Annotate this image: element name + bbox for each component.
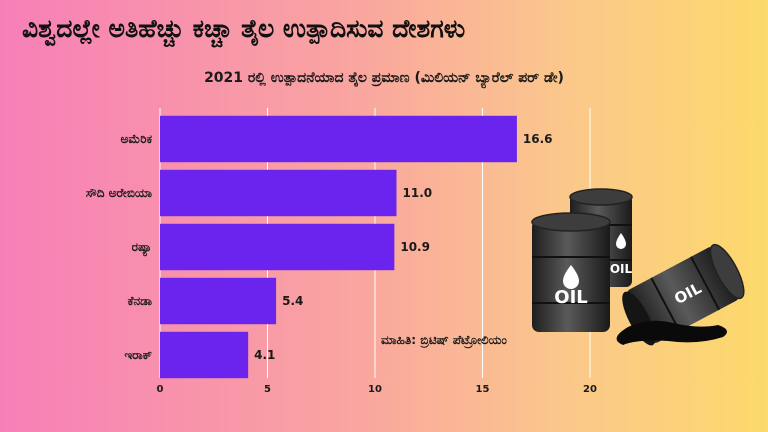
x-tick-label: 15 bbox=[476, 384, 490, 395]
category-label: ಅಮೆರಿಕ bbox=[120, 132, 152, 146]
chart-title: ವಿಶ್ವದಲ್ಲೇ ಅತಿಹೆಚ್ಚು ಕಚ್ಚಾ ತೈಲ ಉತ್ಪಾದಿಸು… bbox=[22, 14, 466, 43]
bar bbox=[160, 115, 517, 163]
x-tick-label: 0 bbox=[157, 384, 164, 395]
value-label: 10.9 bbox=[400, 240, 430, 254]
chart-subtitle: 2021 ರಲ್ಲಿ ಉತ್ಪಾದನೆಯಾದ ತೈಲ ಪ್ರಮಾಣ (ಮಿಲಿಯ… bbox=[204, 70, 564, 86]
bar bbox=[160, 223, 395, 271]
source-note: ಮಾಹಿತಿ: ಬ್ರಿಟಿಷ್ ಪೆಟ್ರೋಲಿಯಂ bbox=[381, 333, 507, 347]
category-label: ಇರಾಕ್ bbox=[124, 348, 152, 362]
labels: 0 5 10 15 20 ಅಮೆರಿಕ 16.6 ಸೌದಿ ಅರೇಬಿಯಾ 11.0 ರಷ್ಯಾ 1… bbox=[86, 132, 597, 395]
x-tick-label: 10 bbox=[368, 384, 382, 395]
category-label: ರಷ್ಯಾ bbox=[132, 240, 152, 258]
value-label: 4.1 bbox=[254, 348, 275, 362]
svg-text:OIL: OIL bbox=[554, 287, 587, 308]
x-tick-label: 5 bbox=[264, 384, 271, 395]
bar bbox=[160, 277, 277, 325]
value-label: 16.6 bbox=[523, 132, 553, 146]
bars bbox=[160, 115, 517, 379]
value-label: 5.4 bbox=[282, 294, 303, 308]
bar bbox=[160, 169, 397, 217]
svg-text:OIL: OIL bbox=[610, 262, 633, 276]
bar bbox=[160, 331, 249, 379]
category-label: ಕೆನಡಾ bbox=[128, 294, 152, 308]
front-barrel-icon: OIL bbox=[531, 212, 611, 332]
value-label: 11.0 bbox=[403, 186, 433, 200]
oil-spill-icon bbox=[616, 320, 727, 345]
tipped-barrel-icon: OIL bbox=[622, 243, 745, 346]
x-tick-label: 20 bbox=[583, 384, 597, 395]
category-label: ಸೌದಿ ಅರೇಬಿಯಾ bbox=[86, 186, 152, 200]
oil-barrels-icon: OIL OIL OIL bbox=[531, 188, 745, 346]
